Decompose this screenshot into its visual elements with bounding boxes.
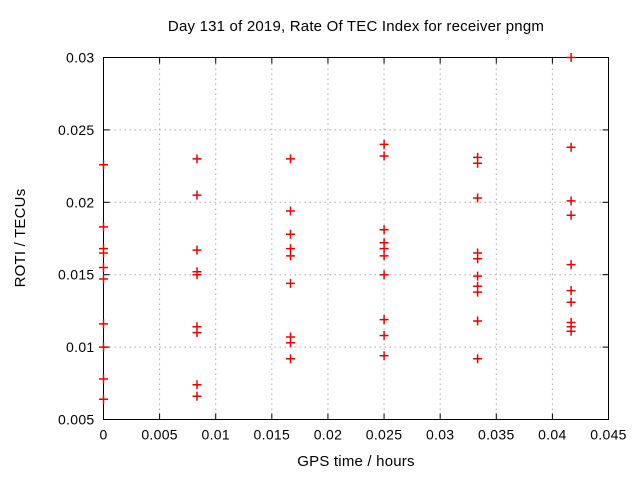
x-tick-label: 0.04	[538, 427, 566, 443]
plot-border	[103, 57, 609, 420]
chart-title: Day 131 of 2019, Rate Of TEC Index for r…	[168, 18, 544, 35]
y-tick-label: 0.03	[66, 50, 94, 66]
x-axis-label: GPS time / hours	[297, 453, 414, 470]
y-tick-label: 0.02	[66, 194, 94, 210]
y-tick-label: 0.025	[58, 122, 95, 138]
x-tick-label: 0.025	[366, 427, 403, 443]
x-tick-label: 0.045	[590, 427, 627, 443]
x-tick-label: 0.015	[254, 427, 291, 443]
x-tick-label: 0.005	[141, 427, 178, 443]
x-tick-label: 0.035	[478, 427, 515, 443]
y-tick-label: 0.015	[58, 267, 95, 283]
y-axis-label: ROTI / TECUs	[12, 189, 29, 288]
y-tick-label: 0.01	[66, 339, 94, 355]
data-point-markers	[99, 53, 576, 404]
y-tick-label: 0.005	[58, 412, 95, 428]
x-tick-label: 0.03	[426, 427, 454, 443]
x-tick-label: 0.02	[314, 427, 342, 443]
x-tick-label: 0.01	[201, 427, 229, 443]
x-tick-label: 0	[99, 427, 107, 443]
